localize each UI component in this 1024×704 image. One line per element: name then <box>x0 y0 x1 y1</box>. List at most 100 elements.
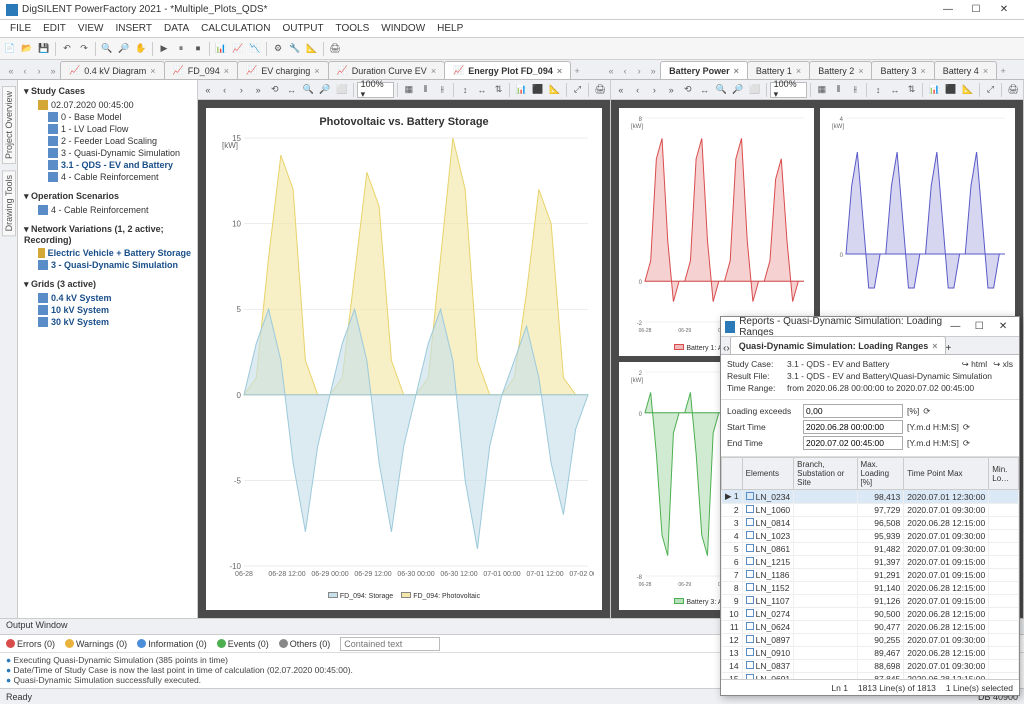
tree-item[interactable]: 0 - Base Model <box>20 111 195 123</box>
table-row[interactable]: 4LN_102395,9392020.07.01 09:30:00 <box>722 530 1019 543</box>
tab-nav-icon[interactable]: » <box>46 63 60 79</box>
menu-view[interactable]: VIEW <box>72 21 110 36</box>
close-icon[interactable]: × <box>557 66 562 76</box>
toolbar-button[interactable]: 📉 <box>247 41 263 57</box>
tree-item[interactable]: 1 - LV Load Flow <box>20 123 195 135</box>
table-row[interactable]: 5LN_086191,4822020.07.01 09:30:00 <box>722 543 1019 556</box>
menu-tools[interactable]: TOOLS <box>330 21 376 36</box>
tree-item[interactable]: 3 - Quasi-Dynamic Simulation <box>20 147 195 159</box>
close-button[interactable]: ✕ <box>991 318 1015 336</box>
toolbar-button[interactable]: ▦ <box>401 82 417 98</box>
toolbar-button[interactable]: 📂 <box>19 41 35 57</box>
toolbar-button[interactable]: ⇅ <box>491 82 507 98</box>
tree-group-header[interactable]: ▾ Study Cases <box>20 84 195 99</box>
tree-item[interactable]: 02.07.2020 00:45:00 <box>20 99 195 111</box>
minimize-button[interactable]: — <box>944 318 968 336</box>
toolbar-button[interactable]: ⚙ <box>270 41 286 57</box>
document-tab[interactable]: 📈EV charging× <box>237 61 329 79</box>
toolbar-button[interactable]: 💾 <box>36 41 52 57</box>
nav-button[interactable]: » <box>663 82 679 98</box>
menu-window[interactable]: WINDOW <box>375 21 431 36</box>
menu-data[interactable]: DATA <box>158 21 195 36</box>
table-header[interactable]: Time Point Max <box>904 458 989 490</box>
toolbar-button[interactable]: 🔎 <box>317 82 333 98</box>
project-tree[interactable]: ▾ Study Cases02.07.2020 00:45:000 - Base… <box>18 80 198 618</box>
nav-button[interactable]: › <box>646 82 662 98</box>
output-filter[interactable]: Information (0) <box>137 639 207 649</box>
tree-group-header[interactable]: ▾ Network Variations (1, 2 active; Recor… <box>20 222 195 247</box>
toolbar-button[interactable]: ⫴ <box>831 82 847 98</box>
tree-item[interactable]: 3.1 - QDS - EV and Battery <box>20 159 195 171</box>
close-icon[interactable]: × <box>983 66 988 76</box>
tree-item[interactable]: 0.4 kV System <box>20 292 195 304</box>
tab-nav-icon[interactable]: « <box>604 63 618 79</box>
tab-add-icon[interactable]: + <box>996 63 1010 79</box>
table-header[interactable] <box>722 458 743 490</box>
menu-output[interactable]: OUTPUT <box>276 21 329 36</box>
toolbar-button[interactable]: ⟲ <box>267 82 283 98</box>
toolbar-button[interactable]: ⬛ <box>943 82 959 98</box>
toolbar-button[interactable]: 📐 <box>547 82 563 98</box>
table-header[interactable]: Branch, Substation or Site <box>794 458 857 490</box>
menu-calculation[interactable]: CALCULATION <box>195 21 276 36</box>
document-tab[interactable]: Battery Power× <box>660 61 748 79</box>
tree-item[interactable]: 10 kV System <box>20 304 195 316</box>
nav-button[interactable]: ‹ <box>217 82 233 98</box>
toolbar-button[interactable]: ▶ <box>156 41 172 57</box>
toolbar-button[interactable]: 🔍 <box>300 82 316 98</box>
table-row[interactable]: 12LN_089790,2552020.07.01 09:30:00 <box>722 634 1019 647</box>
refresh-icon[interactable]: ⟳ <box>963 422 970 433</box>
toolbar-button[interactable]: ↶ <box>59 41 75 57</box>
close-icon[interactable]: × <box>858 66 863 76</box>
toolbar-button[interactable]: 📊 <box>926 82 942 98</box>
table-row[interactable]: 6LN_121591,3972020.07.01 09:15:00 <box>722 556 1019 569</box>
table-row[interactable]: 14LN_083788,6982020.07.01 09:30:00 <box>722 660 1019 673</box>
output-filter[interactable]: Warnings (0) <box>65 639 127 649</box>
nav-button[interactable]: › <box>233 82 249 98</box>
table-row[interactable]: 10LN_027490,5002020.06.28 12:15:00 <box>722 608 1019 621</box>
reports-title-bar[interactable]: Reports - Quasi-Dynamic Simulation: Load… <box>721 317 1019 337</box>
document-tab[interactable]: 📈Duration Curve EV× <box>328 61 446 79</box>
menu-edit[interactable]: EDIT <box>37 21 72 36</box>
output-filter[interactable]: Others (0) <box>279 639 331 649</box>
toolbar-button[interactable]: 🔎 <box>116 41 132 57</box>
toolbar-button[interactable]: ⫴ <box>418 82 434 98</box>
tree-item[interactable]: 4 - Cable Reinforcement <box>20 204 195 216</box>
toolbar-button[interactable]: ✋ <box>133 41 149 57</box>
document-tab[interactable]: 📈0.4 kV Diagram× <box>60 61 165 79</box>
end-time-input[interactable] <box>803 436 903 450</box>
close-icon[interactable]: × <box>224 66 229 76</box>
toolbar-button[interactable]: ⏹ <box>190 41 206 57</box>
toolbar-button[interactable]: ⫲ <box>435 82 451 98</box>
output-search-input[interactable] <box>340 637 440 651</box>
toolbar-button[interactable]: 📈 <box>230 41 246 57</box>
tab-nav-icon[interactable]: » <box>646 63 660 79</box>
nav-button[interactable]: « <box>613 82 629 98</box>
refresh-icon[interactable]: ⟳ <box>923 406 930 417</box>
toolbar-button[interactable]: 🔧 <box>287 41 303 57</box>
tree-item[interactable]: 3 - Quasi-Dynamic Simulation <box>20 259 195 271</box>
table-row[interactable]: 13LN_091089,4672020.06.28 12:15:00 <box>722 647 1019 660</box>
export-xls-button[interactable]: ↪ xls <box>993 359 1013 370</box>
tree-item[interactable]: 4 - Cable Reinforcement <box>20 171 195 183</box>
table-row[interactable]: 2LN_106097,7292020.07.01 09:30:00 <box>722 504 1019 517</box>
table-row[interactable]: 8LN_115291,1402020.06.28 12:15:00 <box>722 582 1019 595</box>
tree-item[interactable]: 30 kV System <box>20 316 195 328</box>
table-row[interactable]: 9LN_110791,1262020.07.01 09:15:00 <box>722 595 1019 608</box>
minimize-button[interactable]: — <box>934 1 962 19</box>
maximize-button[interactable]: ☐ <box>962 1 990 19</box>
nav-button[interactable]: ‹ <box>630 82 646 98</box>
toolbar-button[interactable]: 🔍 <box>99 41 115 57</box>
toolbar-button[interactable]: 📐 <box>960 82 976 98</box>
tree-group-header[interactable]: ▾ Operation Scenarios <box>20 189 195 204</box>
close-icon[interactable]: × <box>150 66 155 76</box>
toolbar-button[interactable]: ↔ <box>887 82 903 98</box>
maximize-button[interactable]: ☐ <box>967 318 991 336</box>
toolbar-button[interactable]: 📐 <box>304 41 320 57</box>
table-row[interactable]: 7LN_118691,2912020.07.01 09:15:00 <box>722 569 1019 582</box>
reports-window[interactable]: Reports - Quasi-Dynamic Simulation: Load… <box>720 316 1020 696</box>
close-button[interactable]: ✕ <box>990 1 1018 19</box>
table-row[interactable]: ▶ 1LN_023498,4132020.07.01 12:30:00 <box>722 490 1019 504</box>
tab-nav-icon[interactable]: ‹ <box>618 63 632 79</box>
toolbar-button[interactable]: ⤢ <box>570 82 586 98</box>
